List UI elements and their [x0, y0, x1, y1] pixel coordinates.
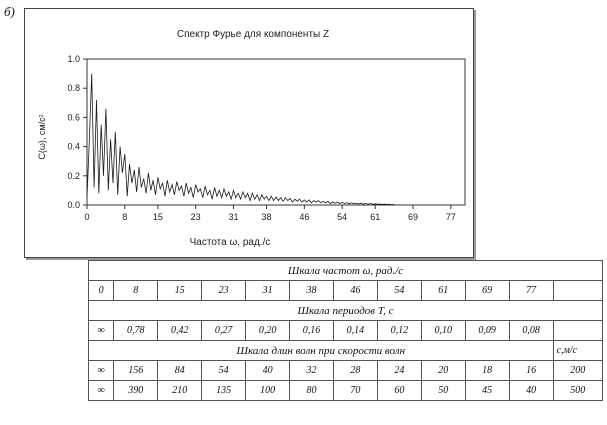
table-cell: 61 [420, 280, 466, 301]
table-cell: 500 [552, 380, 604, 401]
wave-header-row: Шкала длин волн при скорости волн с,м/с [88, 340, 604, 361]
table-cell: 0,42 [157, 320, 203, 341]
x-tick-label: 46 [299, 212, 309, 222]
fourier-spectrum-chart: Спектр Фурье для компоненты Z 0.00.20.40… [37, 29, 466, 248]
period-header: Шкала периодов T, с [88, 300, 603, 321]
chart-title: Спектр Фурье для компоненты Z [177, 29, 329, 40]
table-cell: 38 [289, 280, 334, 301]
wave-header: Шкала длин волн при скорости волн [88, 340, 554, 361]
wave-row: ∞ 156 84 54 40 32 28 24 20 18 16 200 [87, 360, 604, 381]
table-cell: ∞ [87, 380, 115, 401]
table-cell: 69 [464, 280, 510, 301]
table-cell: 80 [289, 380, 334, 401]
table-cell: 18 [464, 360, 510, 381]
table-cell: 24 [376, 360, 422, 381]
x-axis-ticks: 0 8 15 23 31 38 46 54 61 69 77 [84, 205, 456, 222]
y-tick-label: 0.4 [67, 142, 80, 152]
table-cell: 8 [113, 280, 159, 301]
table-cell: 15 [157, 280, 203, 301]
table-cell: 0,08 [508, 320, 554, 341]
table-cell: 32 [289, 360, 334, 381]
table-cell: 84 [157, 360, 203, 381]
figure-label: б) [4, 4, 15, 19]
scales-table: Шкала частот ω, рад./с 0 8 15 23 31 38 46 54 61 6… [87, 260, 604, 401]
period-header-row: Шкала периодов T, с [88, 300, 603, 321]
table-cell: 45 [464, 380, 510, 401]
x-tick-label: 15 [153, 212, 163, 222]
series-layer [86, 73, 395, 206]
table-cell: 46 [332, 280, 378, 301]
table-cell: 390 [113, 380, 159, 401]
table-cell: 54 [376, 280, 422, 301]
table-cell: 16 [508, 360, 554, 381]
x-tick-label: 23 [191, 212, 201, 222]
y-tick-label: 0.2 [67, 171, 80, 181]
table-cell: 20 [420, 360, 466, 381]
table-cell: 23 [201, 280, 247, 301]
x-axis-label: Частота ω, рад./с [190, 237, 271, 248]
table-cell: 156 [113, 360, 159, 381]
y-axis-label: C(ω), см/с² [37, 114, 47, 159]
y-tick-label: 0.8 [67, 83, 80, 93]
table-cell: 77 [508, 280, 554, 301]
table-cell: 200 [552, 360, 604, 381]
x-tick-label: 54 [337, 212, 347, 222]
spectrum-line [86, 73, 395, 206]
table-cell: 210 [157, 380, 203, 401]
table-cell: 31 [245, 280, 291, 301]
table-cell: 28 [332, 360, 378, 381]
x-tick-label: 8 [122, 212, 127, 222]
freq-header-row: Шкала частот ω, рад./с [88, 260, 603, 281]
table-cell: 60 [376, 380, 422, 401]
table-cell: 40 [508, 380, 554, 401]
table-cell: 0,09 [464, 320, 510, 341]
table-cell: 0,20 [245, 320, 291, 341]
table-cell: 54 [201, 360, 247, 381]
table-cell: 0,14 [332, 320, 378, 341]
table-cell: 0,16 [289, 320, 334, 341]
freq-row: 0 8 15 23 31 38 46 54 61 69 77 [87, 280, 604, 301]
table-cell: 0,12 [376, 320, 422, 341]
x-tick-label: 38 [262, 212, 272, 222]
wave-row: ∞ 390 210 135 100 80 70 60 50 45 40 500 [87, 380, 604, 401]
y-tick-label: 0.0 [67, 200, 80, 210]
chart-frame: Спектр Фурье для компоненты Z 0.0 0.2 0.4 0… [24, 8, 474, 258]
table-cell: 135 [201, 380, 247, 401]
x-tick-label: 77 [446, 212, 456, 222]
wave-unit: с,м/с [552, 340, 604, 361]
y-tick-label: 0.6 [67, 112, 80, 122]
x-tick-label: 31 [228, 212, 238, 222]
table-cell: 0,78 [113, 320, 159, 341]
table-cell: 70 [332, 380, 378, 401]
plot-area [86, 58, 466, 206]
freq-header: Шкала частот ω, рад./с [88, 260, 603, 281]
table-cell: 50 [420, 380, 466, 401]
table-cell: 100 [245, 380, 291, 401]
x-tick-label: 0 [84, 212, 89, 222]
table-cell: 0,27 [201, 320, 247, 341]
y-tick-label: 1.0 [67, 54, 80, 64]
x-tick-label: 61 [370, 212, 380, 222]
table-cell: 40 [245, 360, 291, 381]
table-cell: ∞ [87, 320, 115, 341]
period-row: ∞ 0,78 0,42 0,27 0,20 0,16 0,14 0,12 0,10 0,09 0,0… [87, 320, 604, 341]
y-axis-ticks: 0.0 0.2 0.4 0.6 0.8 1.0 [67, 54, 87, 210]
table-cell: 0 [87, 280, 115, 301]
table-cell: 0,10 [420, 320, 466, 341]
x-tick-label: 69 [408, 212, 418, 222]
table-cell [552, 280, 604, 301]
table-cell: ∞ [87, 360, 115, 381]
table-cell [552, 320, 604, 341]
